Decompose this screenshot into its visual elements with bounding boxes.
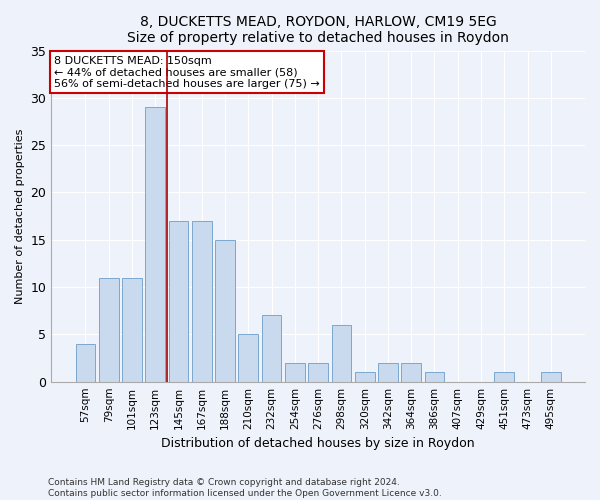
Bar [122, 278, 142, 382]
Title: 8, DUCKETTS MEAD, ROYDON, HARLOW, CM19 5EG
Size of property relative to detached: 8, DUCKETTS MEAD, ROYDON, HARLOW, CM19 5… [127, 15, 509, 45]
Bar [378, 363, 398, 382]
Bar [332, 325, 352, 382]
Bar [238, 334, 258, 382]
Text: Contains HM Land Registry data © Crown copyright and database right 2024.
Contai: Contains HM Land Registry data © Crown c… [48, 478, 442, 498]
Bar [169, 221, 188, 382]
Bar [192, 221, 212, 382]
Text: 8 DUCKETTS MEAD: 150sqm
← 44% of detached houses are smaller (58)
56% of semi-de: 8 DUCKETTS MEAD: 150sqm ← 44% of detache… [54, 56, 320, 88]
Bar [76, 344, 95, 382]
Bar [285, 363, 305, 382]
Bar [262, 316, 281, 382]
Bar [99, 278, 119, 382]
Y-axis label: Number of detached properties: Number of detached properties [15, 128, 25, 304]
Bar [215, 240, 235, 382]
X-axis label: Distribution of detached houses by size in Roydon: Distribution of detached houses by size … [161, 437, 475, 450]
Bar [401, 363, 421, 382]
Bar [308, 363, 328, 382]
Bar [355, 372, 374, 382]
Bar [494, 372, 514, 382]
Bar [145, 108, 165, 382]
Bar [541, 372, 561, 382]
Bar [425, 372, 445, 382]
